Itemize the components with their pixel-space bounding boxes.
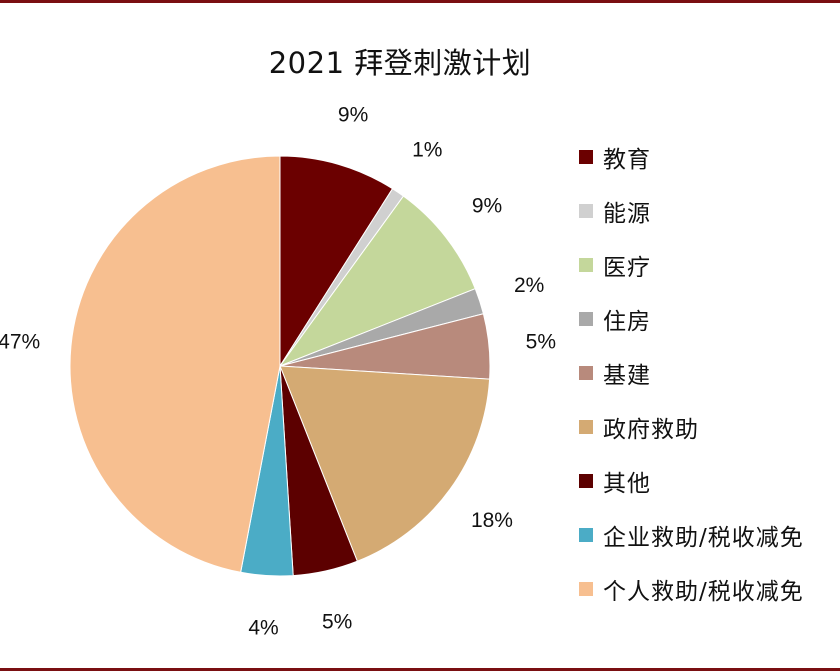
pie-slice-label: 9% <box>338 103 368 126</box>
legend-label: 其他 <box>603 471 651 497</box>
pie-slice-label: 47% <box>0 330 40 353</box>
legend-label: 教育 <box>603 147 651 173</box>
legend-item: 基建 <box>579 346 839 400</box>
bottom-border <box>0 668 840 671</box>
pie-slices <box>69 155 491 577</box>
pie-slice <box>278 195 476 368</box>
legend-item: 教育 <box>579 130 839 184</box>
pie-slice-label: 5% <box>322 611 352 634</box>
pie-slice <box>69 155 281 573</box>
legend-item: 企业救助/税收减免 <box>579 508 839 562</box>
pie-slice <box>279 365 491 562</box>
legend-swatch <box>579 312 593 326</box>
pie-slice-label: 5% <box>526 330 556 353</box>
legend-label: 医疗 <box>603 255 651 281</box>
legend-label: 企业救助/税收减免 <box>603 525 804 551</box>
legend-swatch <box>579 474 593 488</box>
legend-swatch <box>579 258 593 272</box>
legend-label: 个人救助/税收减免 <box>603 579 804 605</box>
legend-item: 其他 <box>579 454 839 508</box>
legend-item: 住房 <box>579 292 839 346</box>
legend-item: 个人救助/税收减免 <box>579 562 839 616</box>
pie-slice-label: 1% <box>412 138 442 161</box>
legend-swatch <box>579 528 593 542</box>
legend: 教育能源医疗住房基建政府救助其他企业救助/税收减免 个人救助/税收减免 <box>579 130 839 616</box>
legend-item: 政府救助 <box>579 400 839 454</box>
legend-swatch <box>579 366 593 380</box>
pie-labels: 9% 1% 9% 2% 5% 18% 5% 4% 47% <box>0 103 556 639</box>
legend-label: 住房 <box>603 309 651 335</box>
legend-label: 能源 <box>603 201 651 227</box>
legend-swatch <box>579 150 593 164</box>
pie-slice <box>279 155 394 368</box>
legend-label: 基建 <box>603 363 651 389</box>
top-border <box>0 0 840 3</box>
legend-item: 能源 <box>579 184 839 238</box>
legend-label: 政府救助 <box>603 417 699 443</box>
legend-swatch <box>579 582 593 596</box>
legend-swatch <box>579 420 593 434</box>
pie-slice-label: 4% <box>248 616 278 639</box>
pie-slice-label: 9% <box>472 194 502 217</box>
legend-item: 医疗 <box>579 238 839 292</box>
chart-title: 2021 拜登刺激计划 <box>268 46 532 80</box>
legend-swatch <box>579 204 593 218</box>
pie-slice-label: 2% <box>514 274 544 297</box>
pie-slice-label: 18% <box>471 509 513 532</box>
